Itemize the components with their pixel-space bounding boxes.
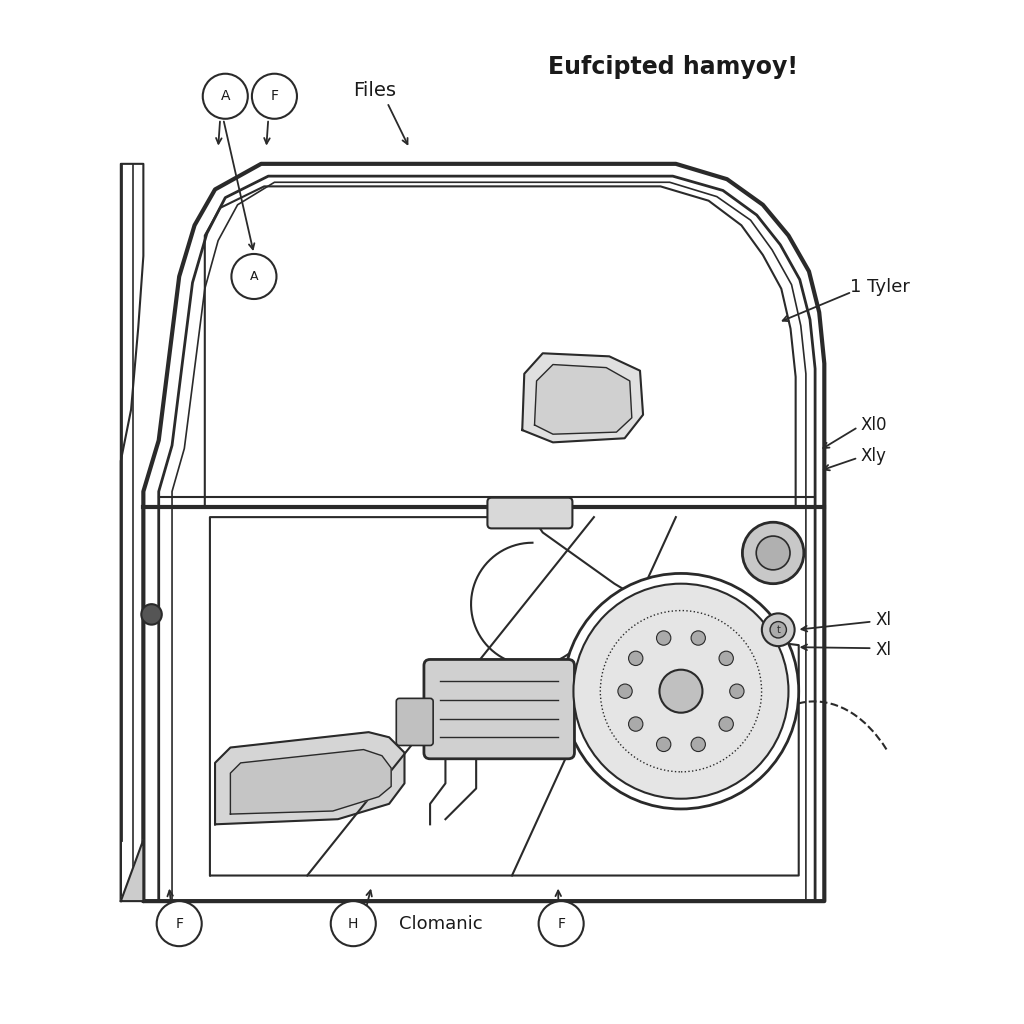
Circle shape [141,604,162,625]
Text: Clomanic: Clomanic [399,914,483,933]
Text: Files: Files [353,81,396,99]
Text: Xl0: Xl0 [860,416,887,434]
Circle shape [756,537,791,569]
Polygon shape [522,353,643,442]
Circle shape [539,901,584,946]
FancyBboxPatch shape [396,698,433,745]
Text: Xl: Xl [876,610,892,629]
Circle shape [629,651,643,666]
Circle shape [629,717,643,731]
Circle shape [252,74,297,119]
Text: Xl: Xl [876,641,892,659]
Circle shape [691,631,706,645]
Circle shape [563,573,799,809]
Circle shape [203,74,248,119]
Text: F: F [175,916,183,931]
Circle shape [719,651,733,666]
Circle shape [656,631,671,645]
FancyBboxPatch shape [424,659,574,759]
Polygon shape [121,154,143,901]
Circle shape [742,522,804,584]
Text: F: F [270,89,279,103]
Circle shape [331,901,376,946]
Circle shape [617,684,632,698]
Circle shape [157,901,202,946]
Circle shape [770,622,786,638]
Polygon shape [210,517,799,876]
Circle shape [691,737,706,752]
FancyBboxPatch shape [487,498,572,528]
Polygon shape [143,507,824,901]
Text: t: t [776,625,780,635]
Circle shape [656,737,671,752]
Polygon shape [215,732,404,824]
Polygon shape [535,365,632,434]
Circle shape [719,717,733,731]
Polygon shape [121,840,143,901]
Circle shape [730,684,744,698]
Circle shape [573,584,788,799]
Circle shape [231,254,276,299]
Text: A: A [220,89,230,103]
Polygon shape [121,164,143,901]
Text: F: F [557,916,565,931]
Circle shape [659,670,702,713]
Polygon shape [230,750,391,814]
Text: Eufcipted hamyoy!: Eufcipted hamyoy! [548,54,798,79]
Polygon shape [205,186,796,507]
Text: Xly: Xly [860,446,886,465]
Circle shape [762,613,795,646]
Text: H: H [348,916,358,931]
Text: 1 Tyler: 1 Tyler [850,278,909,296]
Text: A: A [250,270,258,283]
